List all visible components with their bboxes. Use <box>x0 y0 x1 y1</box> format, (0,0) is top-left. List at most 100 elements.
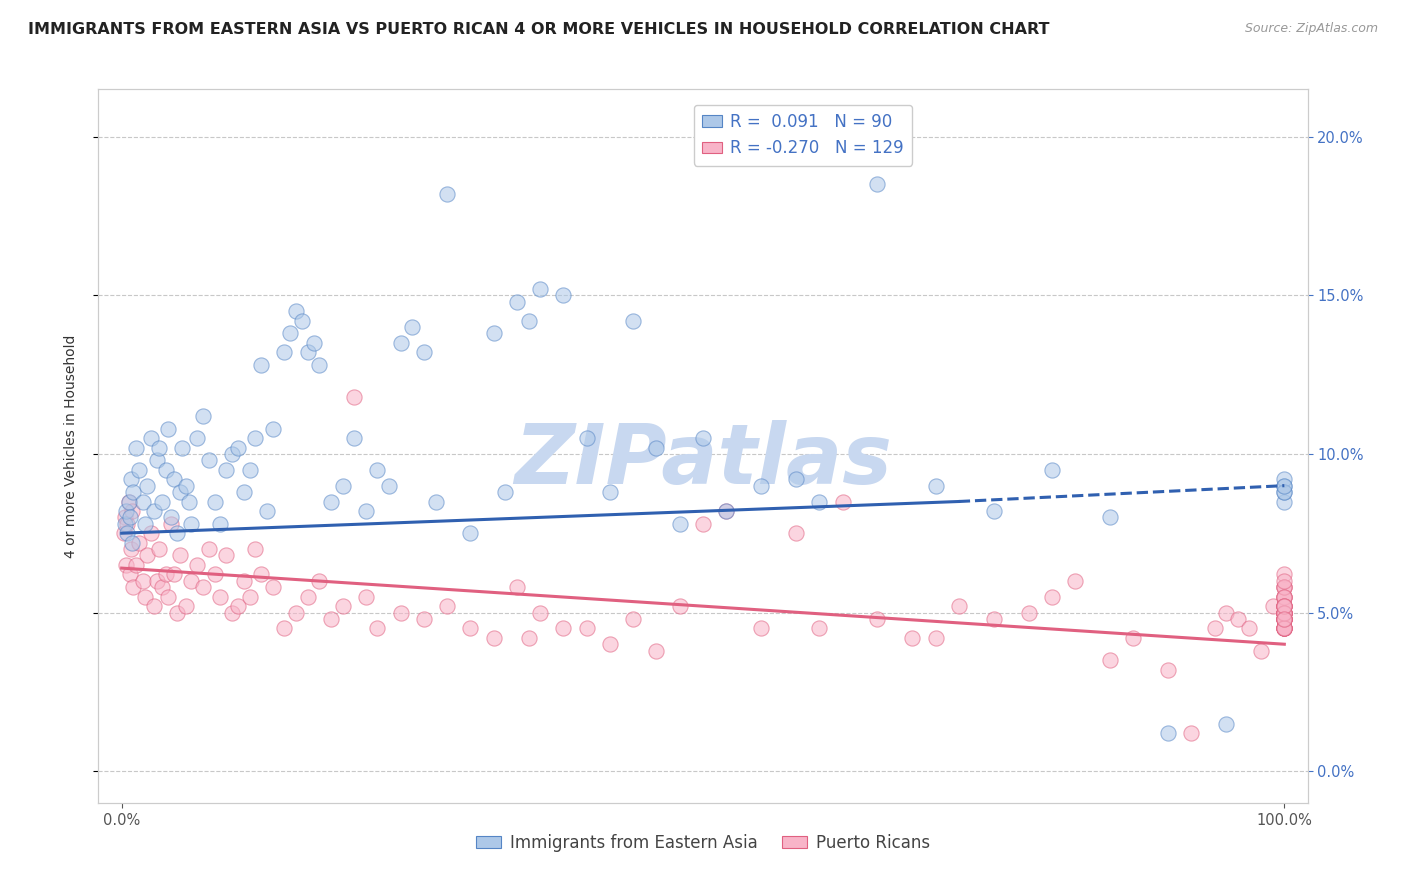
Point <box>285 606 308 620</box>
Point <box>1272 612 1295 626</box>
Point <box>308 574 330 588</box>
Point <box>143 504 166 518</box>
Point <box>1272 590 1295 604</box>
Point <box>413 345 436 359</box>
Point <box>1098 653 1121 667</box>
Point <box>122 485 145 500</box>
Point <box>1250 643 1272 657</box>
Point <box>1018 606 1040 620</box>
Point <box>134 516 156 531</box>
Point <box>901 631 924 645</box>
Point <box>117 516 139 531</box>
Point <box>180 516 202 531</box>
Point <box>232 485 254 500</box>
Point <box>1272 612 1295 626</box>
Point <box>169 549 191 563</box>
Point <box>139 431 162 445</box>
Point <box>1272 621 1295 635</box>
Point <box>250 358 273 372</box>
Point <box>157 421 180 435</box>
Point <box>198 542 221 557</box>
Point <box>118 567 141 582</box>
Point <box>413 612 436 626</box>
Point <box>150 580 173 594</box>
Point <box>1272 485 1295 500</box>
Point <box>1272 621 1295 635</box>
Point <box>191 409 214 423</box>
Point <box>1040 463 1063 477</box>
Point <box>157 590 180 604</box>
Point <box>250 567 273 582</box>
Point <box>115 504 138 518</box>
Point <box>668 599 690 614</box>
Point <box>1272 612 1295 626</box>
Point <box>1272 621 1295 635</box>
Point <box>134 590 156 604</box>
Point <box>1215 716 1237 731</box>
Point <box>1272 621 1295 635</box>
Point <box>136 549 159 563</box>
Point <box>529 606 551 620</box>
Point <box>285 304 308 318</box>
Point <box>1272 612 1295 626</box>
Point <box>1272 612 1295 626</box>
Point <box>575 431 598 445</box>
Point <box>354 504 377 518</box>
Point <box>204 494 226 508</box>
Point <box>232 574 254 588</box>
Point <box>1272 606 1295 620</box>
Point <box>186 431 208 445</box>
Point <box>808 494 831 508</box>
Legend: Immigrants from Eastern Asia, Puerto Ricans: Immigrants from Eastern Asia, Puerto Ric… <box>470 828 936 859</box>
Point <box>239 590 262 604</box>
Point <box>460 621 482 635</box>
Point <box>716 504 738 518</box>
Point <box>1157 663 1180 677</box>
Point <box>1180 726 1202 740</box>
Point <box>114 516 136 531</box>
Point <box>150 494 173 508</box>
Point <box>226 599 249 614</box>
Point <box>118 510 141 524</box>
Point <box>1272 599 1295 614</box>
Point <box>482 631 505 645</box>
Point <box>506 294 529 309</box>
Point <box>983 504 1005 518</box>
Point <box>389 606 412 620</box>
Point <box>319 612 342 626</box>
Point <box>166 526 188 541</box>
Point <box>112 526 135 541</box>
Point <box>209 590 232 604</box>
Point <box>198 453 221 467</box>
Point <box>1272 599 1295 614</box>
Point <box>139 526 162 541</box>
Point <box>1226 612 1249 626</box>
Point <box>645 441 668 455</box>
Point <box>1098 510 1121 524</box>
Point <box>148 542 170 557</box>
Point <box>155 567 177 582</box>
Point <box>159 510 181 524</box>
Point <box>273 345 295 359</box>
Point <box>983 612 1005 626</box>
Point <box>716 504 738 518</box>
Point <box>332 599 354 614</box>
Point <box>245 431 267 445</box>
Point <box>174 599 197 614</box>
Point <box>262 421 284 435</box>
Point <box>924 478 946 492</box>
Point <box>866 612 889 626</box>
Point <box>1272 606 1295 620</box>
Point <box>575 621 598 635</box>
Point <box>785 472 807 486</box>
Point <box>1261 599 1284 614</box>
Point <box>1272 621 1295 635</box>
Point <box>308 358 330 372</box>
Point <box>1239 621 1261 635</box>
Point <box>221 606 243 620</box>
Point <box>436 599 458 614</box>
Point <box>262 580 284 594</box>
Point <box>517 631 540 645</box>
Point <box>1272 590 1295 604</box>
Point <box>128 463 150 477</box>
